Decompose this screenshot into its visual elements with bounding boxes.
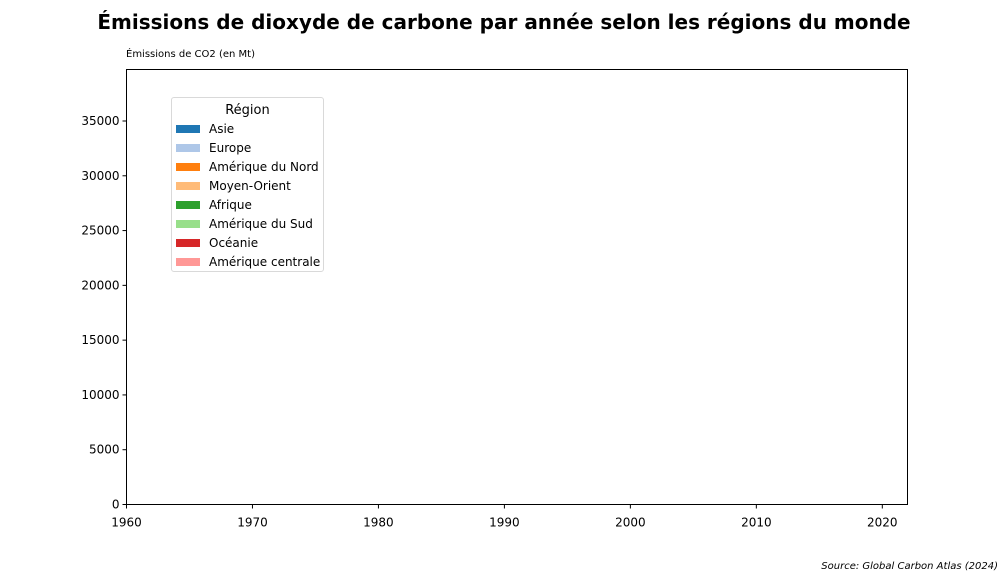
y-tick-label: 15000 [81,333,119,347]
legend-item: Amérique centrale [172,252,323,271]
legend-item: Afrique [172,195,323,214]
y-tick-label: 30000 [81,169,119,183]
legend-label: Afrique [209,197,252,212]
y-tick-label: 25000 [81,224,119,238]
legend-label: Moyen-Orient [209,178,291,193]
chart-title: Émissions de dioxyde de carbone par anné… [97,10,911,34]
x-tick-label: 2000 [615,516,646,530]
legend-swatch [176,238,200,247]
y-tick-label: 20000 [81,278,119,292]
x-tick-label: 1980 [363,516,394,530]
legend: Région Asie Europe Amérique du Nord Moyen-O… [171,97,324,272]
legend-label: Amérique centrale [209,254,321,269]
legend-item: Europe [172,138,323,157]
legend-label: Amérique du Sud [209,216,313,231]
x-tick-label: 1970 [237,516,268,530]
legend-swatch [176,219,200,228]
legend-items: Asie Europe Amérique du Nord Moyen-Orient Af… [172,119,323,271]
legend-swatch [176,200,200,209]
x-tick-label: 1960 [111,516,142,530]
x-tick-label: 2020 [867,516,898,530]
legend-item: Amérique du Nord [172,157,323,176]
legend-item: Moyen-Orient [172,176,323,195]
x-axis-ticks: 1960 1970 1980 1990 2000 2010 2020 [111,504,898,530]
x-tick-label: 2010 [741,516,772,530]
legend-swatch [176,257,200,266]
legend-item: Océanie [172,233,323,252]
y-axis-label: Émissions de CO2 (en Mt) [126,49,255,60]
legend-label: Amérique du Nord [209,159,319,174]
legend-item: Asie [172,119,323,138]
legend-label: Asie [209,121,235,136]
y-tick-label: 0 [112,498,120,512]
legend-label: Europe [209,140,252,155]
legend-swatch [176,143,200,152]
y-axis-ticks: 0 5000 10000 15000 20000 25000 30000 35000 [81,114,127,512]
legend-swatch [176,181,200,190]
legend-swatch [176,162,200,171]
source-note: Source: Global Carbon Atlas (2024) [821,561,998,572]
legend-swatch [176,124,200,133]
plot-frame [126,69,908,505]
legend-item: Amérique du Sud [172,214,323,233]
x-tick-label: 1990 [489,516,520,530]
y-tick-label: 35000 [81,114,119,128]
legend-label: Océanie [209,235,259,250]
legend-title: Région [225,103,270,118]
y-tick-label: 5000 [89,443,120,457]
y-tick-label: 10000 [81,388,119,402]
